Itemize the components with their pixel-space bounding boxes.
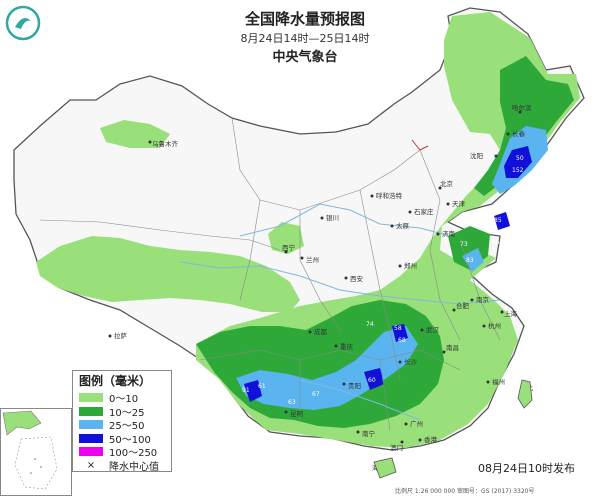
rain-center-value: 83 — [466, 257, 474, 264]
legend-item: 50～100 — [79, 432, 165, 446]
legend-label: 0～10 — [109, 394, 139, 406]
rain-area-storm-hunan — [392, 324, 408, 342]
city-label: 银川 — [326, 213, 339, 222]
rain-center-x-icon: × — [86, 459, 96, 471]
city-label: 郑州 — [404, 262, 417, 270]
legend-swatch — [79, 406, 103, 416]
rain-center-value: 50 — [516, 155, 524, 162]
rain-area-storm-liaoning — [504, 146, 532, 178]
legend-label: 10～25 — [109, 407, 145, 419]
issue-time: 08月24日10时发布 — [478, 462, 575, 475]
rain-area-heavy-shandong — [462, 248, 484, 272]
rain-center-value: 63 — [288, 399, 296, 406]
forecast-period: 8月24日14时—25日14时 — [240, 32, 370, 45]
scale-note: 比例尺 1:26 000 000 审图号：GS (2017) 3320号 — [395, 488, 535, 495]
rain-area-storm-shandong — [494, 212, 510, 230]
rain-center-value: 58 — [394, 325, 402, 332]
inset-map — [2, 410, 58, 490]
city-label: 西宁 — [282, 243, 296, 252]
city-label: 济南 — [442, 229, 456, 238]
city-label: 成都 — [314, 327, 328, 336]
city-label: 南宁 — [362, 429, 376, 438]
city-label: 南京 — [476, 295, 490, 304]
city-label: 北京 — [440, 179, 454, 188]
taiwan-island — [517, 379, 533, 409]
rain-area-light-west — [36, 236, 300, 312]
legend-item: 10～25 — [79, 405, 165, 419]
border-marker — [411, 139, 429, 151]
legend-item: 100～250 — [79, 445, 165, 459]
rain-center-value: 61 — [258, 383, 266, 390]
rain-area-light-north — [268, 222, 304, 254]
city-label: 呼和浩特 — [376, 191, 403, 200]
legend-label: 50～100 — [109, 434, 151, 446]
city-label: 南昌 — [446, 343, 459, 352]
city-label: 杭州 — [488, 321, 501, 330]
rain-area-heavy-south — [236, 326, 418, 410]
city-label: 兰州 — [306, 255, 319, 264]
city-label: 上海 — [504, 309, 518, 318]
rain-area-storm-yunnan — [244, 380, 262, 402]
legend-item: × 降水中心值 — [79, 459, 165, 473]
city-label: 香港 — [424, 435, 438, 444]
legend-label: 降水中心值 — [109, 461, 159, 473]
rain-center-value: 85 — [492, 239, 500, 246]
legend-swatch — [79, 420, 103, 430]
legend-title: 图例（毫米） — [79, 374, 152, 388]
legend: 图例（毫米） 0～10 10～25 25～50 50～100 100～250 ×… — [72, 370, 172, 473]
rain-area-light-xinjiang — [100, 120, 170, 148]
city-label: 合肥 — [456, 301, 470, 310]
legend-item: 0～10 — [79, 391, 165, 405]
city-label: 贵阳 — [348, 381, 361, 390]
city-label: 福州 — [492, 377, 505, 386]
city-label: 澳门 — [390, 443, 403, 452]
city-label: 石家庄 — [414, 207, 434, 216]
city-label: 太原 — [396, 221, 410, 230]
city-label: 哈尔滨 — [512, 103, 532, 112]
city-label: 拉萨 — [114, 331, 128, 340]
legend-item: 25～50 — [79, 418, 165, 432]
issuing-agency: 中央气象台 — [272, 50, 338, 65]
city-label: 天津 — [452, 200, 466, 208]
map-title: 全国降水量预报图 — [244, 10, 365, 28]
city-label: 武汉 — [426, 325, 440, 334]
city-label: 乌鲁木齐 — [152, 139, 179, 148]
legend-swatch — [79, 447, 103, 457]
title-block: 全国降水量预报图 8月24日14时—25日14时 中央气象台 — [190, 8, 420, 68]
hainan-island — [373, 457, 397, 479]
south-china-sea-inset — [0, 408, 72, 496]
rain-center-value: 68 — [398, 337, 406, 344]
city-label: 重庆 — [340, 342, 354, 351]
rain-center-value: 74 — [366, 321, 374, 328]
legend-label: 25～50 — [109, 421, 145, 433]
rain-center-value: 152 — [512, 167, 524, 174]
city-label: 昆明 — [290, 410, 304, 418]
rain-area-storm-guangxi — [364, 368, 384, 390]
legend-swatch — [79, 393, 103, 403]
city-label: 西安 — [350, 274, 364, 283]
rain-center-value: 67 — [312, 391, 320, 398]
rain-center-value: 91 — [242, 387, 250, 394]
city-label: 广州 — [410, 419, 423, 428]
cma-logo-icon — [5, 5, 41, 41]
rain-center-values: 50 152 85 83 74 58 68 60 91 61 67 63 73 … — [242, 155, 524, 406]
city-label: 长沙 — [404, 357, 418, 366]
rain-center-value: 73 — [460, 241, 468, 248]
legend-label: 100～250 — [109, 448, 158, 460]
city-label: 沈阳 — [470, 151, 483, 160]
rain-center-value: 60 — [368, 377, 376, 384]
rain-area-moderate-northeast — [474, 56, 574, 196]
rivers — [179, 203, 501, 421]
legend-swatch — [79, 433, 103, 443]
city-label: 长春 — [512, 129, 526, 138]
rain-center-value: 85 — [494, 217, 502, 224]
